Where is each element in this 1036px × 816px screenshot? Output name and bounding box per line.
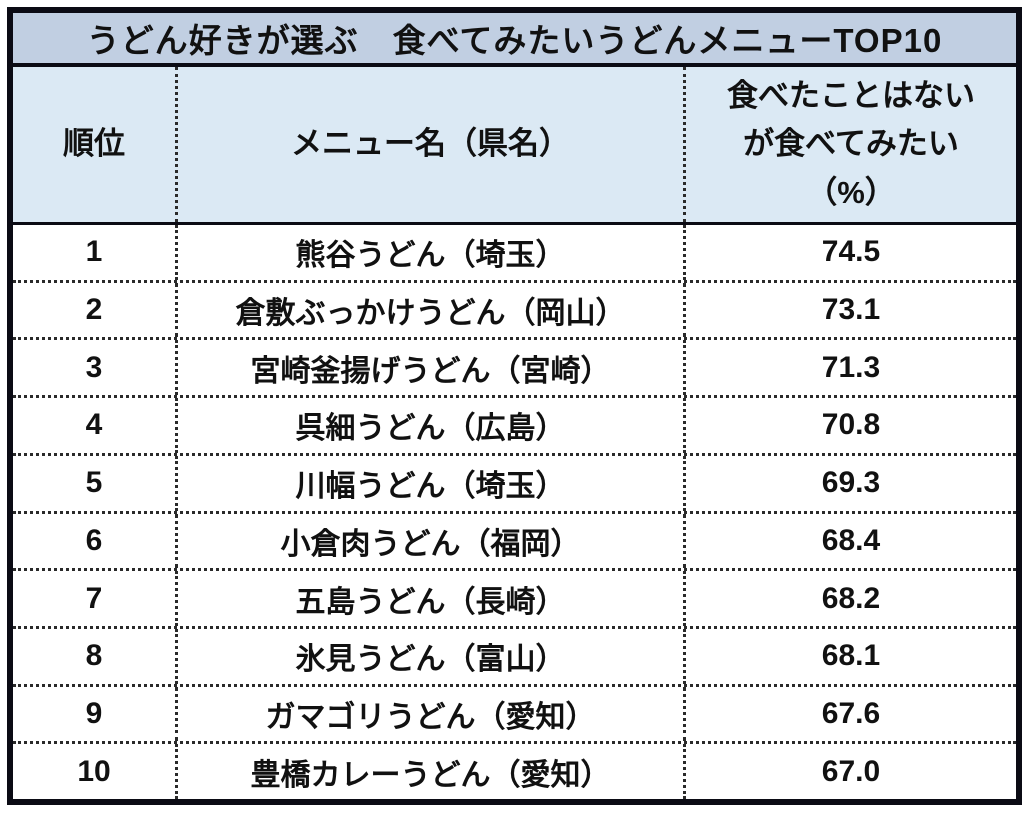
percent-cell: 68.4 xyxy=(821,523,881,557)
table-row: 1 熊谷うどん（埼玉） 74.5 xyxy=(13,225,1016,280)
table-row: 7 五島うどん（長崎） 68.2 xyxy=(13,568,1016,626)
table-row: 5 川幅うどん（埼玉） 69.3 xyxy=(13,452,1016,511)
table-row: 10 豊橋カレーうどん（愛知） 67.0 xyxy=(13,741,1016,800)
percent-cell: 70.8 xyxy=(821,408,881,442)
menu-cell: 五島うどん（長崎） xyxy=(175,571,686,626)
percent-cell: 74.5 xyxy=(821,235,881,269)
menu-cell: 熊谷うどん（埼玉） xyxy=(175,225,686,280)
header-menu-label: メニュー名（県名） xyxy=(291,126,570,162)
menu-cell: 豊橋カレーうどん（愛知） xyxy=(175,744,686,800)
rank-cell: 2 xyxy=(85,293,103,327)
percent-cell: 68.2 xyxy=(821,581,881,615)
percent-cell: 67.6 xyxy=(821,696,881,730)
header-menu: メニュー名（県名） xyxy=(175,67,686,222)
table-title: うどん好きが選ぶ 食べてみたいうどんメニューTOP10 xyxy=(13,13,1016,67)
menu-cell: 川幅うどん（埼玉） xyxy=(175,455,686,511)
rank-cell: 6 xyxy=(85,523,103,557)
header-percent-line3: （%） xyxy=(806,174,896,210)
table-row: 6 小倉肉うどん（福岡） 68.4 xyxy=(13,510,1016,569)
menu-cell: 小倉肉うどん（福岡） xyxy=(175,513,686,569)
menu-cell: ガマゴリうどん（愛知） xyxy=(175,686,686,742)
table-header-row: 順位 メニュー名（県名） 食べたことはない が食べてみたい （%） xyxy=(13,67,1016,225)
table-row: 4 呉細うどん（広島） 70.8 xyxy=(13,395,1016,453)
menu-cell: 宮崎釜揚げうどん（宮崎） xyxy=(175,340,686,396)
rank-cell: 10 xyxy=(77,754,111,788)
percent-cell: 73.1 xyxy=(821,293,881,327)
percent-cell: 68.1 xyxy=(821,639,881,673)
menu-cell: 氷見うどん（富山） xyxy=(175,628,686,684)
table-row: 2 倉敷ぶっかけうどん（岡山） 73.1 xyxy=(13,279,1016,338)
table-row: 9 ガマゴリうどん（愛知） 67.6 xyxy=(13,683,1016,742)
percent-cell: 71.3 xyxy=(821,350,881,384)
menu-cell: 呉細うどん（広島） xyxy=(175,398,686,453)
rank-cell: 5 xyxy=(85,466,103,500)
rank-cell: 8 xyxy=(85,639,103,673)
table-row: 8 氷見うどん（富山） 68.1 xyxy=(13,625,1016,684)
rank-cell: 9 xyxy=(85,696,103,730)
menu-cell: 倉敷ぶっかけうどん（岡山） xyxy=(175,282,686,338)
percent-cell: 67.0 xyxy=(821,754,881,788)
rank-cell: 3 xyxy=(85,350,103,384)
rank-cell: 4 xyxy=(85,408,103,442)
ranking-table: うどん好きが選ぶ 食べてみたいうどんメニューTOP10 順位 メニュー名（県名）… xyxy=(7,7,1022,805)
rank-cell: 1 xyxy=(85,235,103,269)
header-percent-line1: 食べたことはない xyxy=(727,78,975,114)
header-percent-line2: が食べてみたい xyxy=(743,126,959,162)
header-rank: 順位 xyxy=(13,67,175,222)
header-rank-label: 順位 xyxy=(63,126,125,162)
table-body: 1 熊谷うどん（埼玉） 74.5 2 倉敷ぶっかけうどん（岡山） 73.1 3 … xyxy=(13,225,1016,800)
rank-cell: 7 xyxy=(85,581,103,615)
percent-cell: 69.3 xyxy=(821,466,881,500)
header-percent: 食べたことはない が食べてみたい （%） xyxy=(686,67,1016,222)
table-row: 3 宮崎釜揚げうどん（宮崎） 71.3 xyxy=(13,337,1016,396)
